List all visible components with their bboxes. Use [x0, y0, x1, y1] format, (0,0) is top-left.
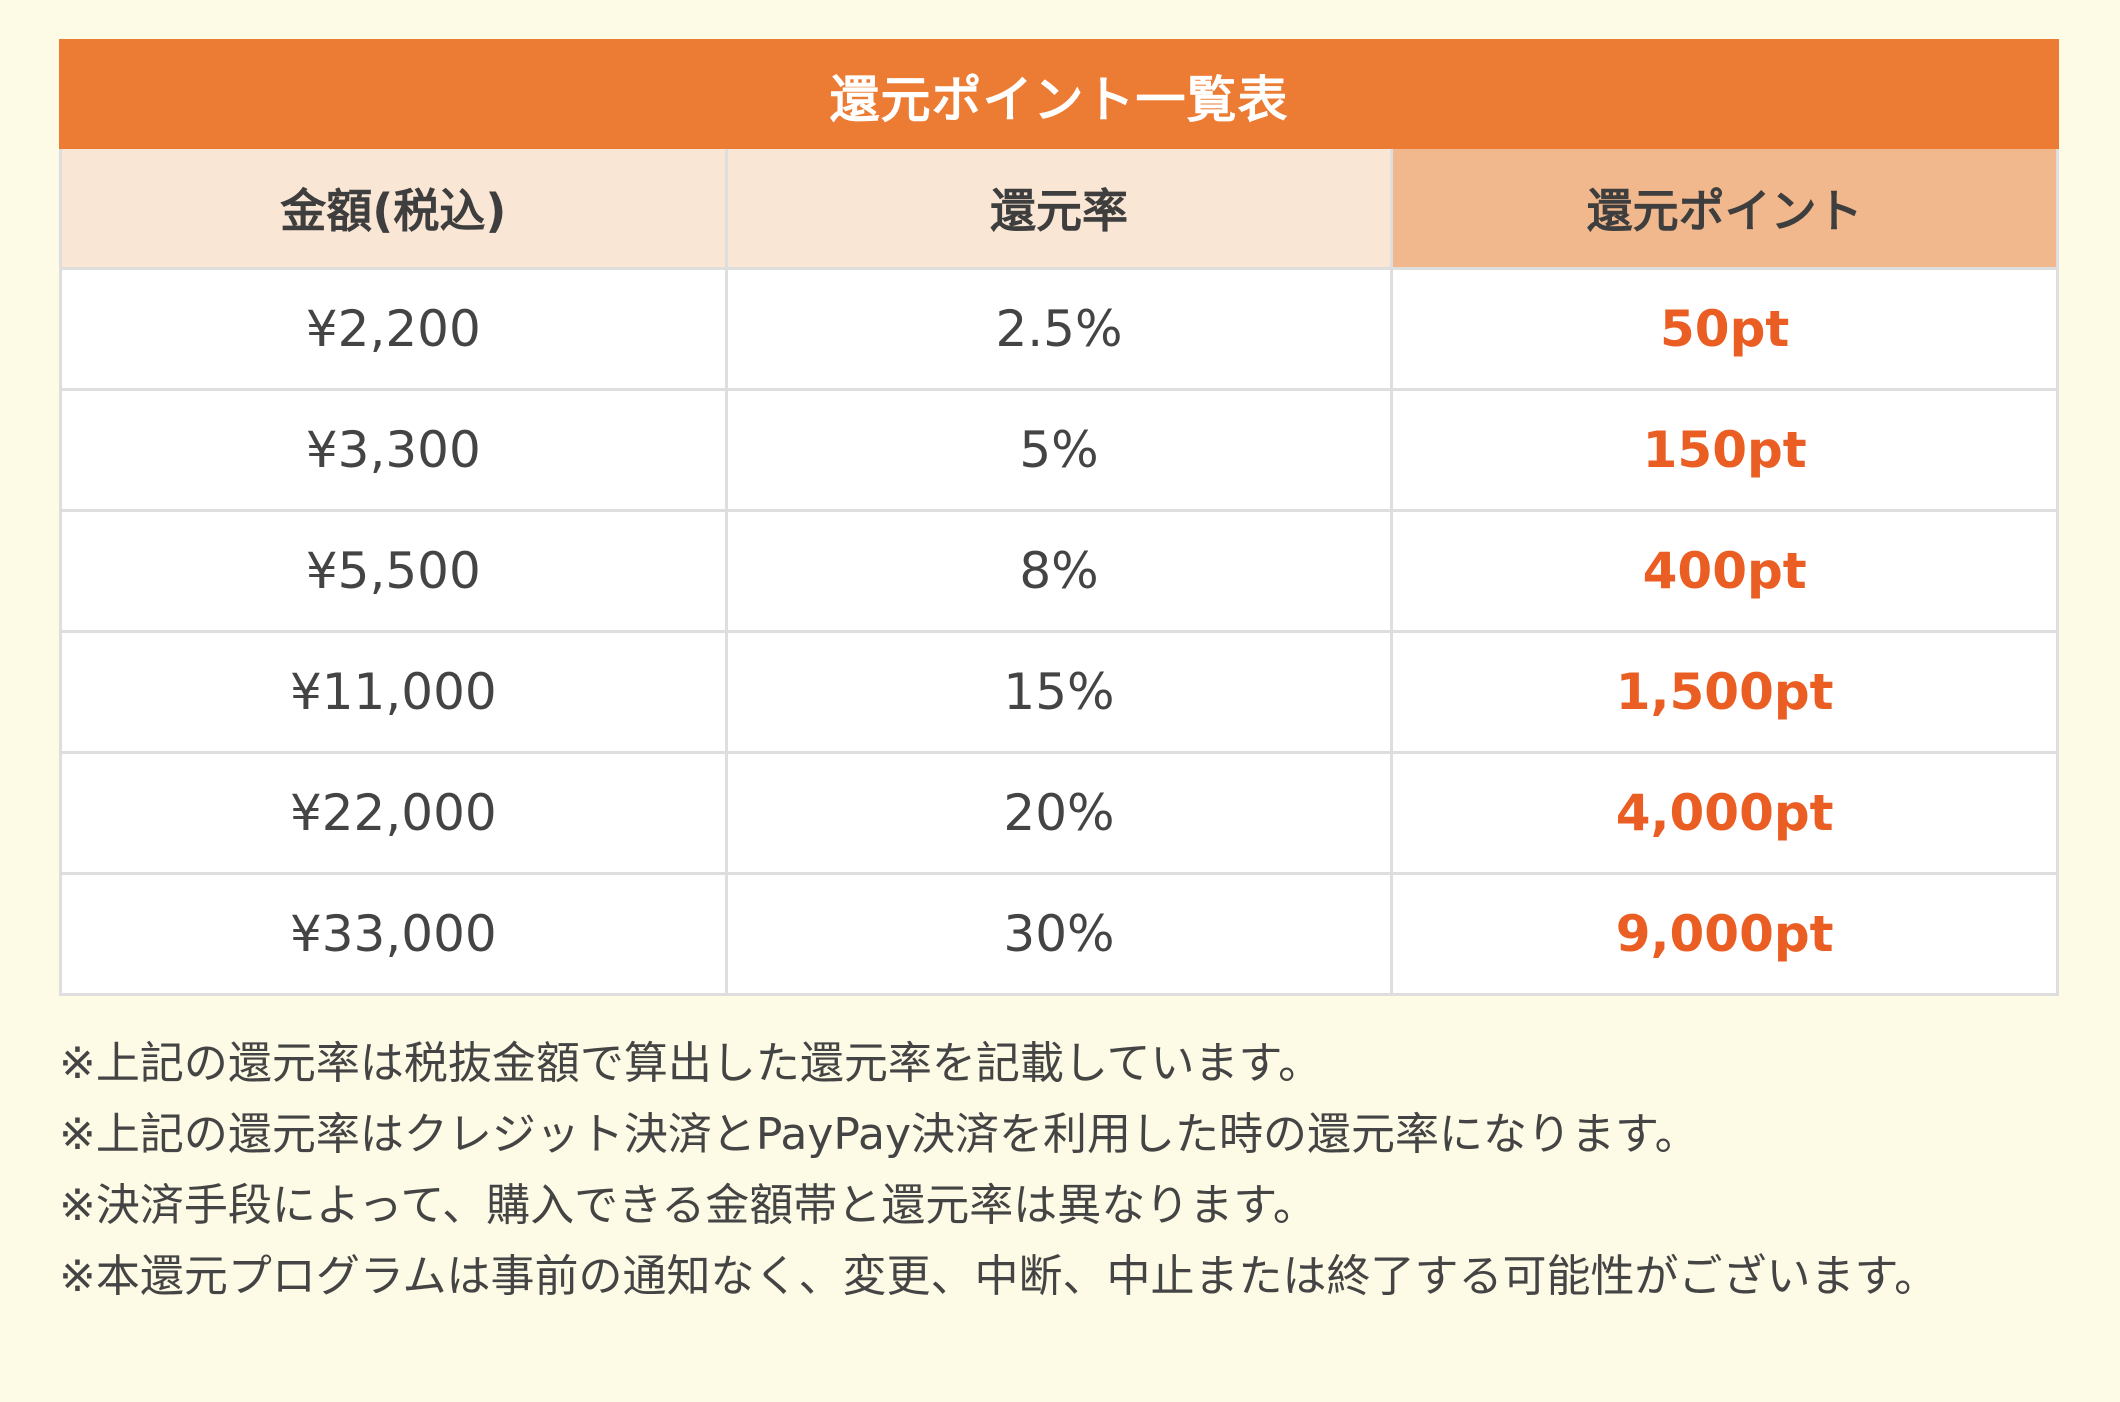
cell-amount: ¥22,000: [59, 751, 728, 875]
note-amount-bands: ※決済手段によって、購入できる金額帯と還元率は異なります。: [59, 1180, 1317, 1231]
notes-section: ※上記の還元率は税抜金額で算出した還元率を記載しています。 ※上記の還元率はクレ…: [59, 1028, 2039, 1312]
table-row: ¥2,200 2.5% 50pt: [59, 267, 2059, 391]
cell-amount: ¥3,300: [59, 388, 728, 512]
cell-rate: 20%: [724, 751, 1394, 875]
cell-points: 4,000pt: [1390, 751, 2059, 875]
cell-rate: 30%: [724, 872, 1394, 996]
cell-amount: ¥5,500: [59, 509, 728, 633]
cell-amount: ¥11,000: [59, 630, 728, 754]
cell-points: 1,500pt: [1390, 630, 2059, 754]
table-header-row: 金額(税込) 還元率 還元ポイント: [59, 149, 2059, 270]
cell-points: 9,000pt: [1390, 872, 2059, 996]
table-row: ¥22,000 20% 4,000pt: [59, 751, 2059, 875]
cell-rate: 5%: [724, 388, 1394, 512]
cell-rate: 8%: [724, 509, 1394, 633]
header-points: 還元ポイント: [1390, 149, 2059, 270]
cell-points: 50pt: [1390, 267, 2059, 391]
cell-amount: ¥2,200: [59, 267, 728, 391]
note-program-changes: ※本還元プログラムは事前の通知なく、変更、中断、中止または終了する可能性がござい…: [59, 1251, 1939, 1302]
header-amount: 金額(税込): [59, 149, 728, 270]
table-row: ¥3,300 5% 150pt: [59, 388, 2059, 512]
table-title: 還元ポイント一覧表: [59, 39, 2059, 149]
points-table-container: 還元ポイント一覧表 金額(税込) 還元率 還元ポイント ¥2,200 2.5% …: [59, 39, 2059, 996]
note-payment-methods: ※上記の還元率はクレジット決済とPayPay決済を利用した時の還元率になります。: [59, 1109, 1699, 1160]
cell-rate: 2.5%: [724, 267, 1394, 391]
points-table: 還元ポイント一覧表 金額(税込) 還元率 還元ポイント ¥2,200 2.5% …: [59, 39, 2059, 996]
table-row: ¥5,500 8% 400pt: [59, 509, 2059, 633]
table-row: ¥11,000 15% 1,500pt: [59, 630, 2059, 754]
note-tax-excluded: ※上記の還元率は税抜金額で算出した還元率を記載しています。: [59, 1038, 1323, 1089]
cell-rate: 15%: [724, 630, 1394, 754]
cell-points: 400pt: [1390, 509, 2059, 633]
table-row: ¥33,000 30% 9,000pt: [59, 872, 2059, 996]
header-rate: 還元率: [724, 149, 1394, 270]
cell-points: 150pt: [1390, 388, 2059, 512]
table-title-row: 還元ポイント一覧表: [59, 39, 2059, 149]
cell-amount: ¥33,000: [59, 872, 728, 996]
